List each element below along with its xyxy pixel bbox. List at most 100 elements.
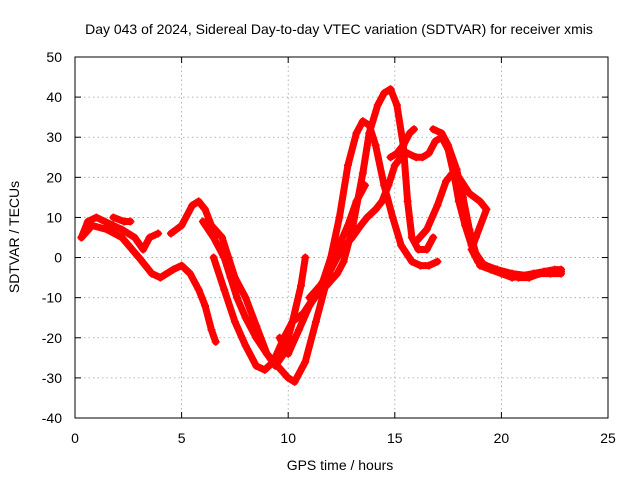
data-point [156, 273, 165, 282]
data-point [177, 221, 186, 230]
data-point [403, 149, 412, 158]
data-point [356, 221, 365, 230]
data-point [339, 257, 348, 266]
data-point [548, 267, 557, 276]
data-point [358, 117, 367, 126]
y-tick-label: -10 [42, 290, 62, 306]
data-point [145, 233, 154, 242]
data-point [296, 281, 305, 290]
data-point [482, 205, 491, 214]
data-point [198, 217, 207, 226]
data-point [373, 101, 382, 110]
data-point [311, 317, 320, 326]
data-point [535, 269, 544, 278]
data-point [220, 253, 229, 262]
data-point [480, 261, 489, 270]
data-point [459, 193, 468, 202]
series-line [210, 85, 437, 374]
data-point [301, 357, 310, 366]
data-point [452, 165, 461, 174]
data-point [429, 233, 438, 242]
x-tick-label: 10 [280, 430, 296, 446]
data-point [493, 265, 502, 274]
data-point [77, 233, 86, 242]
data-point [169, 265, 178, 274]
data-point [288, 317, 297, 326]
data-point [241, 293, 250, 302]
tick-labels: 0 5 10 15 20 25 -40 -30 -20 -10 0 10 20 30 40 50 [42, 49, 616, 446]
y-tick-label: -40 [42, 410, 62, 426]
x-tick-label: 25 [600, 430, 616, 446]
data-point [117, 225, 126, 234]
data-point [109, 213, 118, 222]
data-point [429, 125, 438, 134]
series-line [199, 181, 369, 386]
data-point [371, 205, 380, 214]
data-point [476, 197, 485, 206]
data-point [139, 245, 148, 254]
ticks [74, 56, 609, 419]
y-tick-label: 40 [46, 89, 62, 105]
data-point [92, 213, 101, 222]
data-point [557, 267, 566, 276]
data-point [352, 129, 361, 138]
x-tick-label: 0 [71, 430, 79, 446]
series-line [429, 125, 565, 280]
data-point [284, 349, 293, 358]
data-point [437, 129, 446, 138]
data-point [378, 197, 387, 206]
data-point [412, 237, 421, 246]
data-point [305, 301, 314, 310]
data-point [305, 293, 314, 302]
data-point [117, 233, 126, 242]
data-point [275, 333, 284, 342]
data-point [262, 349, 271, 358]
data-point [226, 273, 235, 282]
x-tick-label: 15 [387, 430, 403, 446]
data-point [316, 281, 325, 290]
data-point [403, 197, 412, 206]
data-point [83, 217, 92, 226]
data-point [392, 149, 401, 158]
data-point [100, 217, 109, 226]
data-point [407, 257, 416, 266]
data-point [252, 333, 261, 342]
data-point [433, 201, 442, 210]
series-pass-4 [166, 197, 310, 370]
y-axis-label: SDTVAR / TECUs [6, 181, 22, 293]
series-pass-9 [386, 125, 418, 162]
data-series [77, 85, 566, 386]
data-point [335, 213, 344, 222]
series-pass-11 [429, 125, 566, 280]
series-pass-6 [209, 85, 438, 374]
data-point [390, 161, 399, 170]
data-point [209, 233, 218, 242]
data-point [333, 269, 342, 278]
data-point [166, 229, 175, 238]
data-point [363, 213, 372, 222]
data-point [260, 365, 269, 374]
data-point [186, 269, 195, 278]
data-point [465, 225, 474, 234]
data-point [220, 285, 229, 294]
data-point [130, 233, 139, 242]
data-point [431, 137, 440, 146]
data-point [154, 229, 163, 238]
data-point [444, 141, 453, 150]
y-tick-label: 30 [46, 129, 62, 145]
y-tick-label: 50 [46, 49, 62, 65]
data-point [433, 257, 442, 266]
data-point [348, 233, 357, 242]
data-point [405, 129, 414, 138]
data-point [386, 153, 395, 162]
series-line [77, 222, 220, 346]
data-point [194, 285, 203, 294]
data-point [522, 271, 531, 280]
data-point [371, 141, 380, 150]
data-point [290, 377, 299, 386]
data-point [424, 149, 433, 158]
data-point [241, 341, 250, 350]
data-point [294, 325, 303, 334]
data-point [392, 101, 401, 110]
